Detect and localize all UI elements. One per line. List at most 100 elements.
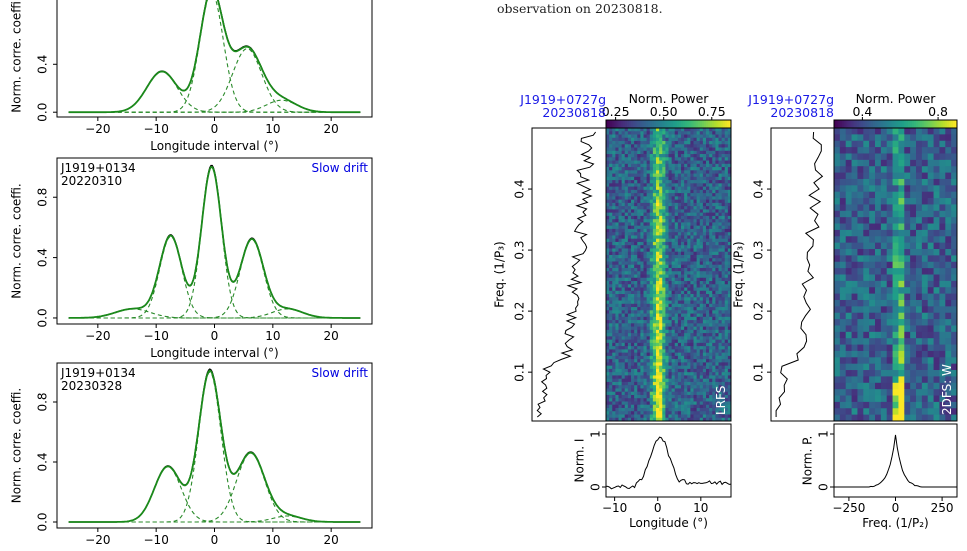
heatmap-cell xyxy=(609,176,613,181)
heatmap-cell xyxy=(609,131,613,135)
heatmap-cell xyxy=(656,333,660,337)
heatmap-cell xyxy=(627,336,632,341)
heatmap-cell xyxy=(681,245,685,249)
heatmap-cell xyxy=(631,359,635,363)
y-axis-label: Norm. corre. coeffi. xyxy=(10,0,24,113)
heatmap-cell xyxy=(665,297,669,301)
heatmap-cell xyxy=(627,398,632,402)
heatmap-cell xyxy=(659,362,663,367)
heatmap-cell xyxy=(677,238,682,243)
heatmap-cell xyxy=(951,153,958,161)
heatmap-cell xyxy=(851,128,858,135)
heatmap-cell xyxy=(706,225,710,230)
heatmap-cell xyxy=(927,395,934,403)
heatmap-cell xyxy=(659,189,663,194)
heatmap-cell xyxy=(712,368,716,373)
heatmap-cell xyxy=(702,349,707,354)
heatmap-cell xyxy=(880,185,888,193)
heatmap-cell xyxy=(845,217,852,224)
heatmap-cell xyxy=(702,225,707,230)
heatmap-cell xyxy=(702,407,707,412)
heatmap-cell xyxy=(656,170,660,174)
heatmap-cell xyxy=(880,261,888,269)
heatmap-cell xyxy=(674,134,679,139)
heatmap-cell xyxy=(857,401,864,409)
heatmap-cell xyxy=(939,172,946,180)
heatmap-cell xyxy=(687,385,691,389)
heatmap-cell xyxy=(615,170,619,174)
heatmap-cell xyxy=(637,313,641,318)
heatmap-cell xyxy=(839,191,847,199)
heatmap-cell xyxy=(696,284,701,288)
colorbar-step xyxy=(687,120,690,128)
heatmap-cell xyxy=(649,355,654,360)
heatmap-cell xyxy=(851,389,858,396)
heatmap-cell xyxy=(618,378,623,383)
heatmap-cell xyxy=(875,191,882,199)
heatmap-cell xyxy=(646,267,651,272)
heatmap-cell xyxy=(634,339,638,344)
heatmap-cell xyxy=(718,333,723,337)
heatmap-cell xyxy=(674,209,679,214)
heatmap-cell xyxy=(640,251,644,256)
heatmap-cell xyxy=(634,183,638,187)
heatmap-cell xyxy=(845,299,852,307)
heatmap-cell xyxy=(640,300,644,305)
heatmap-cell xyxy=(709,232,713,236)
heatmap-cell xyxy=(715,137,719,142)
heatmap-cell xyxy=(687,215,691,220)
heatmap-cell xyxy=(640,378,644,383)
heatmap-cell xyxy=(621,277,626,282)
heatmap-cell xyxy=(933,344,940,352)
heatmap-cell xyxy=(643,131,648,135)
heatmap-cell xyxy=(702,381,707,386)
heatmap-cell xyxy=(696,241,701,246)
heatmap-cell xyxy=(702,346,707,350)
obs-date: 20230818 xyxy=(542,105,606,120)
heatmap-cell xyxy=(606,157,610,161)
heatmap-cell xyxy=(612,225,616,230)
heatmap-cell xyxy=(724,316,729,321)
heatmap-cell xyxy=(693,281,698,285)
heatmap-cell xyxy=(834,331,841,339)
heatmap-cell xyxy=(606,329,610,334)
heatmap-cell xyxy=(933,255,940,263)
heatmap-cell xyxy=(727,307,732,311)
heatmap-cell xyxy=(674,339,679,344)
heatmap-cell xyxy=(656,225,660,230)
heatmap-cell xyxy=(690,163,694,168)
heatmap-cell xyxy=(671,173,676,178)
heatmap-cell xyxy=(606,378,610,383)
heatmap-cell xyxy=(662,225,666,230)
heatmap-cell xyxy=(627,212,632,217)
heatmap-cell xyxy=(637,333,641,337)
heatmap-cell xyxy=(721,365,726,370)
heatmap-cell xyxy=(921,210,929,218)
heatmap-cell xyxy=(627,238,632,243)
heatmap-cell xyxy=(631,372,635,376)
heatmap-cell xyxy=(702,232,707,236)
heatmap-cell xyxy=(665,398,669,402)
x-axis-label: Freq. (1/P₂) xyxy=(862,516,928,530)
heatmap-cell xyxy=(659,193,663,197)
heatmap-cell xyxy=(933,198,940,205)
heatmap-cell xyxy=(684,235,688,240)
heatmap-cell xyxy=(612,193,616,197)
heatmap-cell xyxy=(627,180,632,184)
heatmap-cell xyxy=(606,290,610,295)
heatmap-cell xyxy=(649,228,654,233)
heatmap-cell xyxy=(845,325,852,333)
heatmap-cell xyxy=(637,359,641,363)
heatmap-cell xyxy=(606,245,610,249)
heatmap-cell xyxy=(606,183,610,187)
heatmap-cell xyxy=(684,388,688,393)
heatmap-cell xyxy=(665,228,669,233)
heatmap-cell xyxy=(857,319,864,326)
heatmap-cell xyxy=(609,258,613,262)
heatmap-cell xyxy=(857,338,864,345)
heatmap-cell xyxy=(615,404,619,409)
heatmap-cell xyxy=(668,235,673,240)
heatmap-cell xyxy=(684,271,688,275)
heatmap-cell xyxy=(875,357,882,365)
heatmap-cell xyxy=(624,375,629,380)
